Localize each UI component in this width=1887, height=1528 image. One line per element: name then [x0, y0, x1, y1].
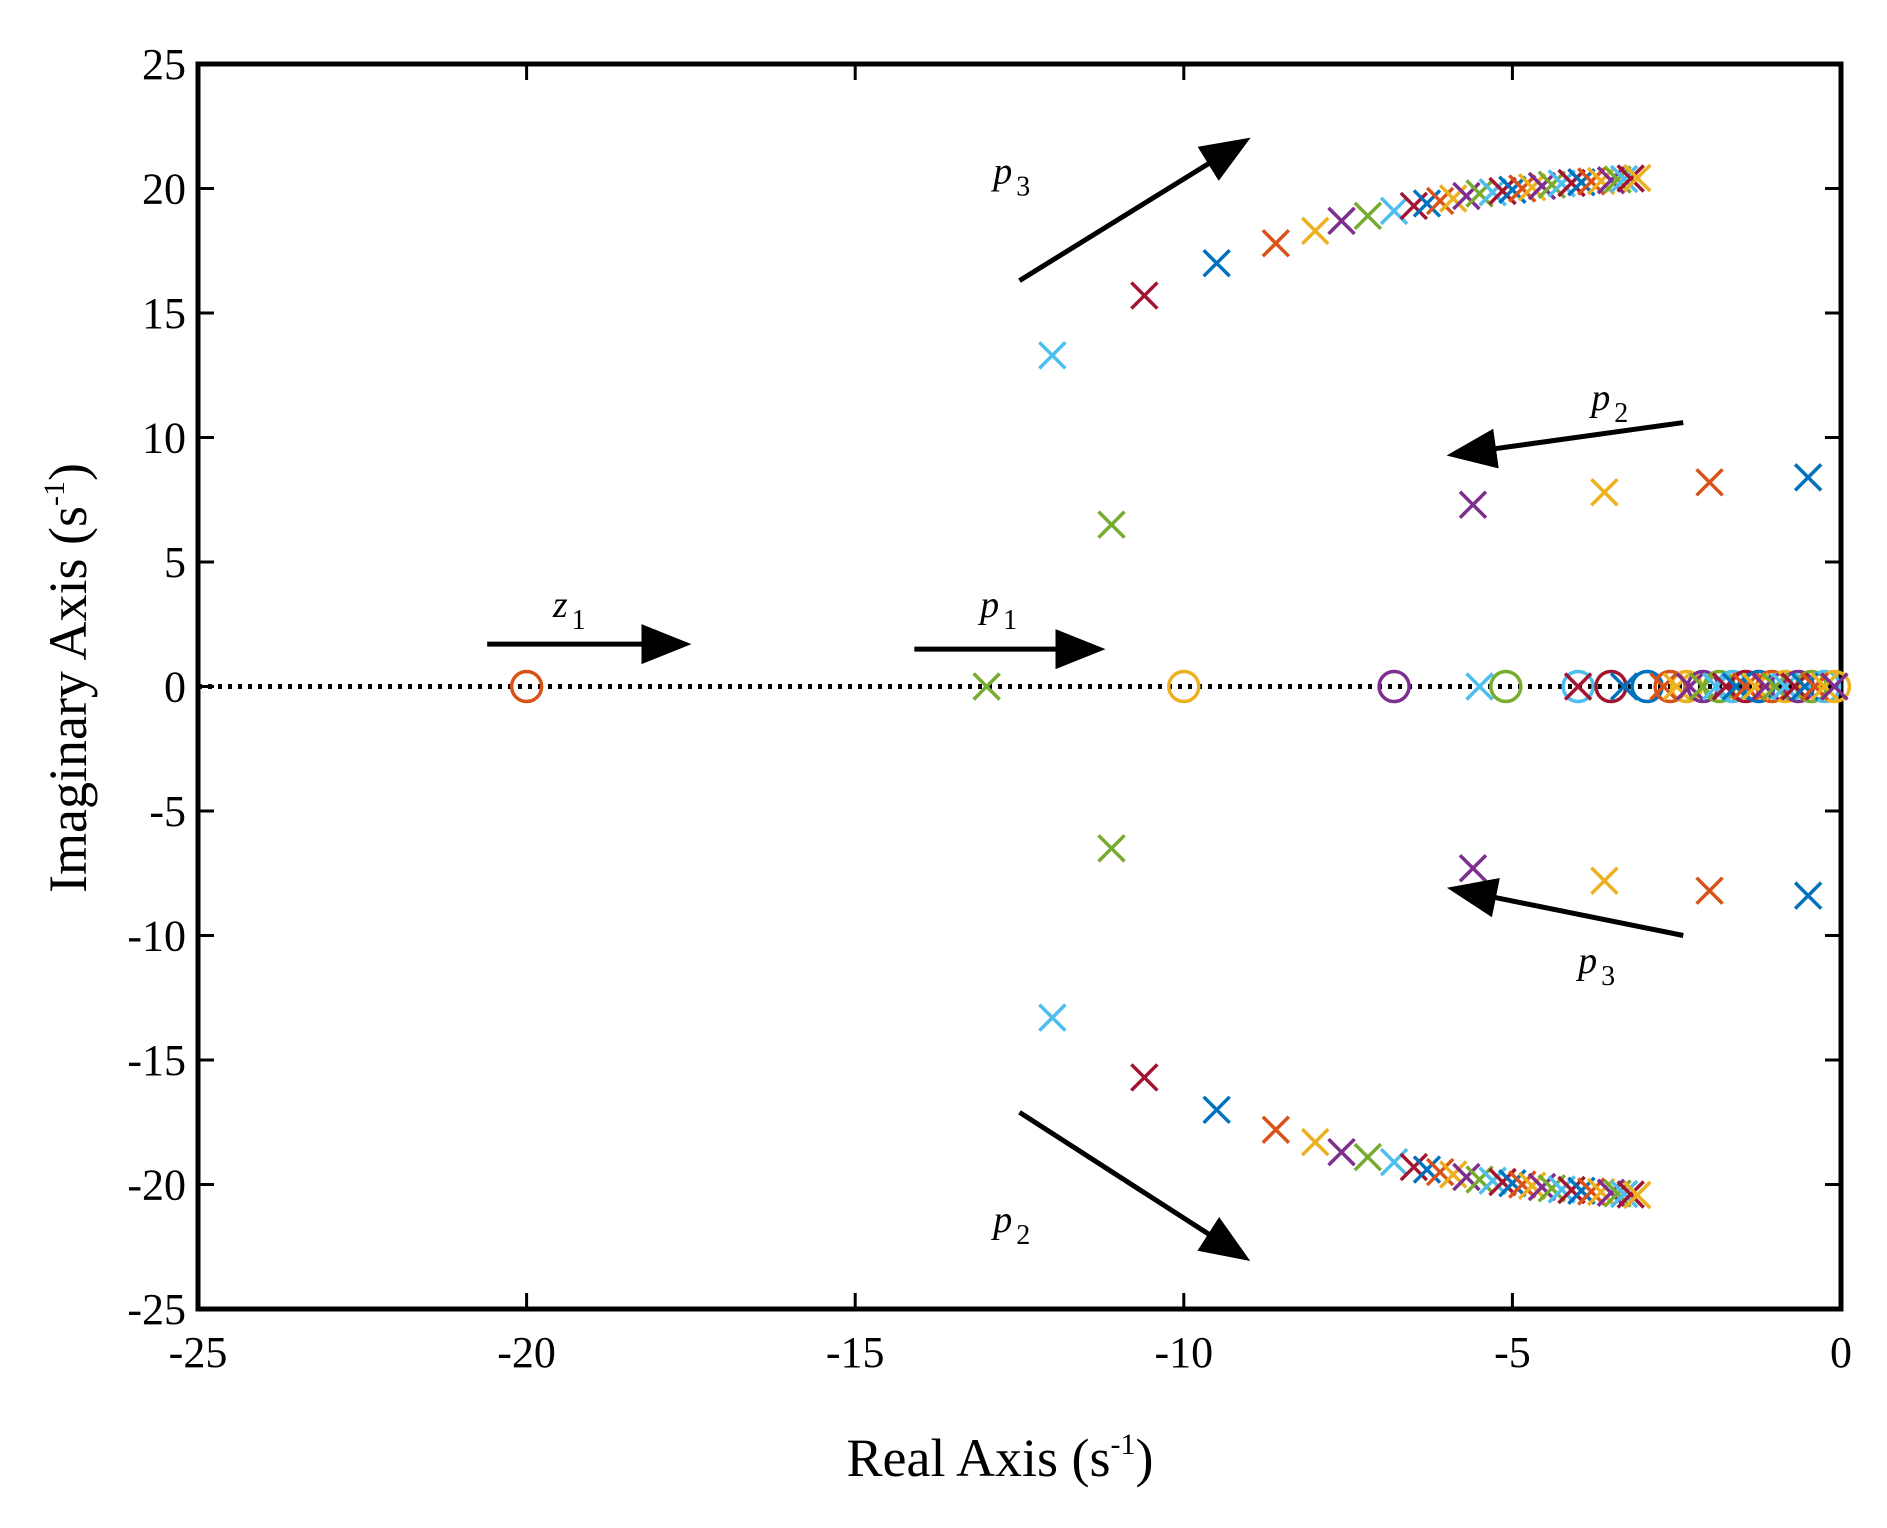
zero-marker	[1377, 669, 1411, 704]
pole-marker	[1301, 216, 1330, 246]
x-axis-ticks: -25 -20 -15 -10 -5 0	[169, 64, 1852, 1377]
y-tick-label: 25	[142, 40, 186, 89]
zero-marker	[1489, 669, 1523, 704]
pole-marker	[1465, 672, 1494, 701]
x-tick-label: 0	[1830, 1328, 1852, 1377]
y-tick-label: 10	[142, 414, 186, 463]
annotation-arrow	[1446, 878, 1684, 938]
annotation-arrow	[1446, 420, 1684, 469]
x-tick-label: -20	[497, 1328, 556, 1377]
y-tick-label: -10	[127, 912, 186, 961]
y-tick-label: -5	[149, 787, 186, 836]
x-axis-title: Real Axis (s-1)	[847, 1428, 1154, 1488]
y-tick-label: 15	[142, 289, 186, 338]
pole-marker	[1465, 179, 1494, 208]
pole-marker	[1097, 510, 1126, 539]
pole-marker	[1097, 834, 1126, 863]
pole-marker	[1590, 866, 1619, 895]
annotation-arrow	[1018, 1110, 1251, 1261]
pole-marker	[1675, 672, 1705, 701]
pole-marker	[972, 672, 1001, 701]
y-axis-title: Imaginary Axis (s-1)	[38, 463, 98, 893]
pole-marker	[1261, 229, 1291, 258]
pole-marker	[1810, 672, 1839, 701]
zero-marker	[509, 669, 544, 704]
zero-marker	[1167, 669, 1201, 704]
pole-marker	[1038, 1003, 1067, 1032]
pole-marker	[1616, 1180, 1645, 1209]
pole-marker	[1353, 201, 1383, 231]
pole-marker	[1130, 1063, 1159, 1092]
pole-marker	[1688, 672, 1718, 701]
pole-marker	[1609, 164, 1639, 194]
zero-marker	[1768, 669, 1802, 704]
y-tick-label: 20	[142, 165, 186, 214]
y-tick-label: -15	[127, 1036, 186, 1085]
pole-marker	[1590, 478, 1619, 507]
x-tick-label: -25	[169, 1328, 228, 1377]
pole-marker	[1261, 1115, 1291, 1144]
pole-marker	[1327, 206, 1356, 236]
pole-marker	[1793, 463, 1823, 492]
zero-marker	[1817, 669, 1852, 704]
zero-marker	[1807, 669, 1842, 704]
pole-marker	[1820, 672, 1849, 701]
pole-marker	[1202, 1095, 1231, 1125]
pole-marker	[1465, 1165, 1494, 1194]
zero-marker	[1728, 669, 1763, 704]
annotations: z 1 p 1 p 3 p 2 p 3 p 2	[487, 137, 1684, 1261]
y-tick-label: 0	[164, 663, 186, 712]
pole-marker	[1379, 1147, 1409, 1177]
x-tick-label: -5	[1494, 1328, 1531, 1377]
pole-marker	[1327, 1137, 1356, 1167]
pole-marker	[1793, 881, 1823, 910]
y-tick-label: 5	[164, 538, 186, 587]
pole-zero-markers	[509, 163, 1852, 1210]
pole-marker	[1130, 281, 1159, 310]
pole-marker	[1609, 1179, 1639, 1209]
pole-marker	[1695, 468, 1724, 497]
x-tick-label: -10	[1154, 1328, 1213, 1377]
pole-marker	[1616, 164, 1645, 193]
pole-marker	[1353, 1142, 1383, 1172]
zero-marker	[1653, 669, 1687, 704]
pole-marker	[1623, 163, 1652, 193]
pole-marker	[1458, 854, 1488, 883]
pole-marker	[1623, 1180, 1652, 1210]
zero-marker	[1561, 669, 1595, 704]
pole-marker	[1649, 672, 1678, 701]
y-tick-label: -25	[127, 1285, 186, 1334]
pole-marker	[1695, 876, 1724, 905]
pole-marker	[1458, 490, 1488, 519]
pole-marker	[1379, 196, 1409, 226]
y-axis-ticks: -25 -20 -15 -10 -5 0 5 10 15 20 25	[127, 40, 1841, 1334]
pole-marker	[1202, 248, 1231, 278]
pole-marker	[1038, 341, 1067, 370]
pole-marker	[1563, 672, 1593, 701]
y-tick-label: -20	[127, 1161, 186, 1210]
x-tick-label: -15	[826, 1328, 885, 1377]
pole-marker	[1609, 672, 1639, 701]
pole-marker	[1662, 672, 1691, 701]
pole-marker	[1301, 1127, 1330, 1157]
annotation-arrow	[1018, 137, 1251, 283]
